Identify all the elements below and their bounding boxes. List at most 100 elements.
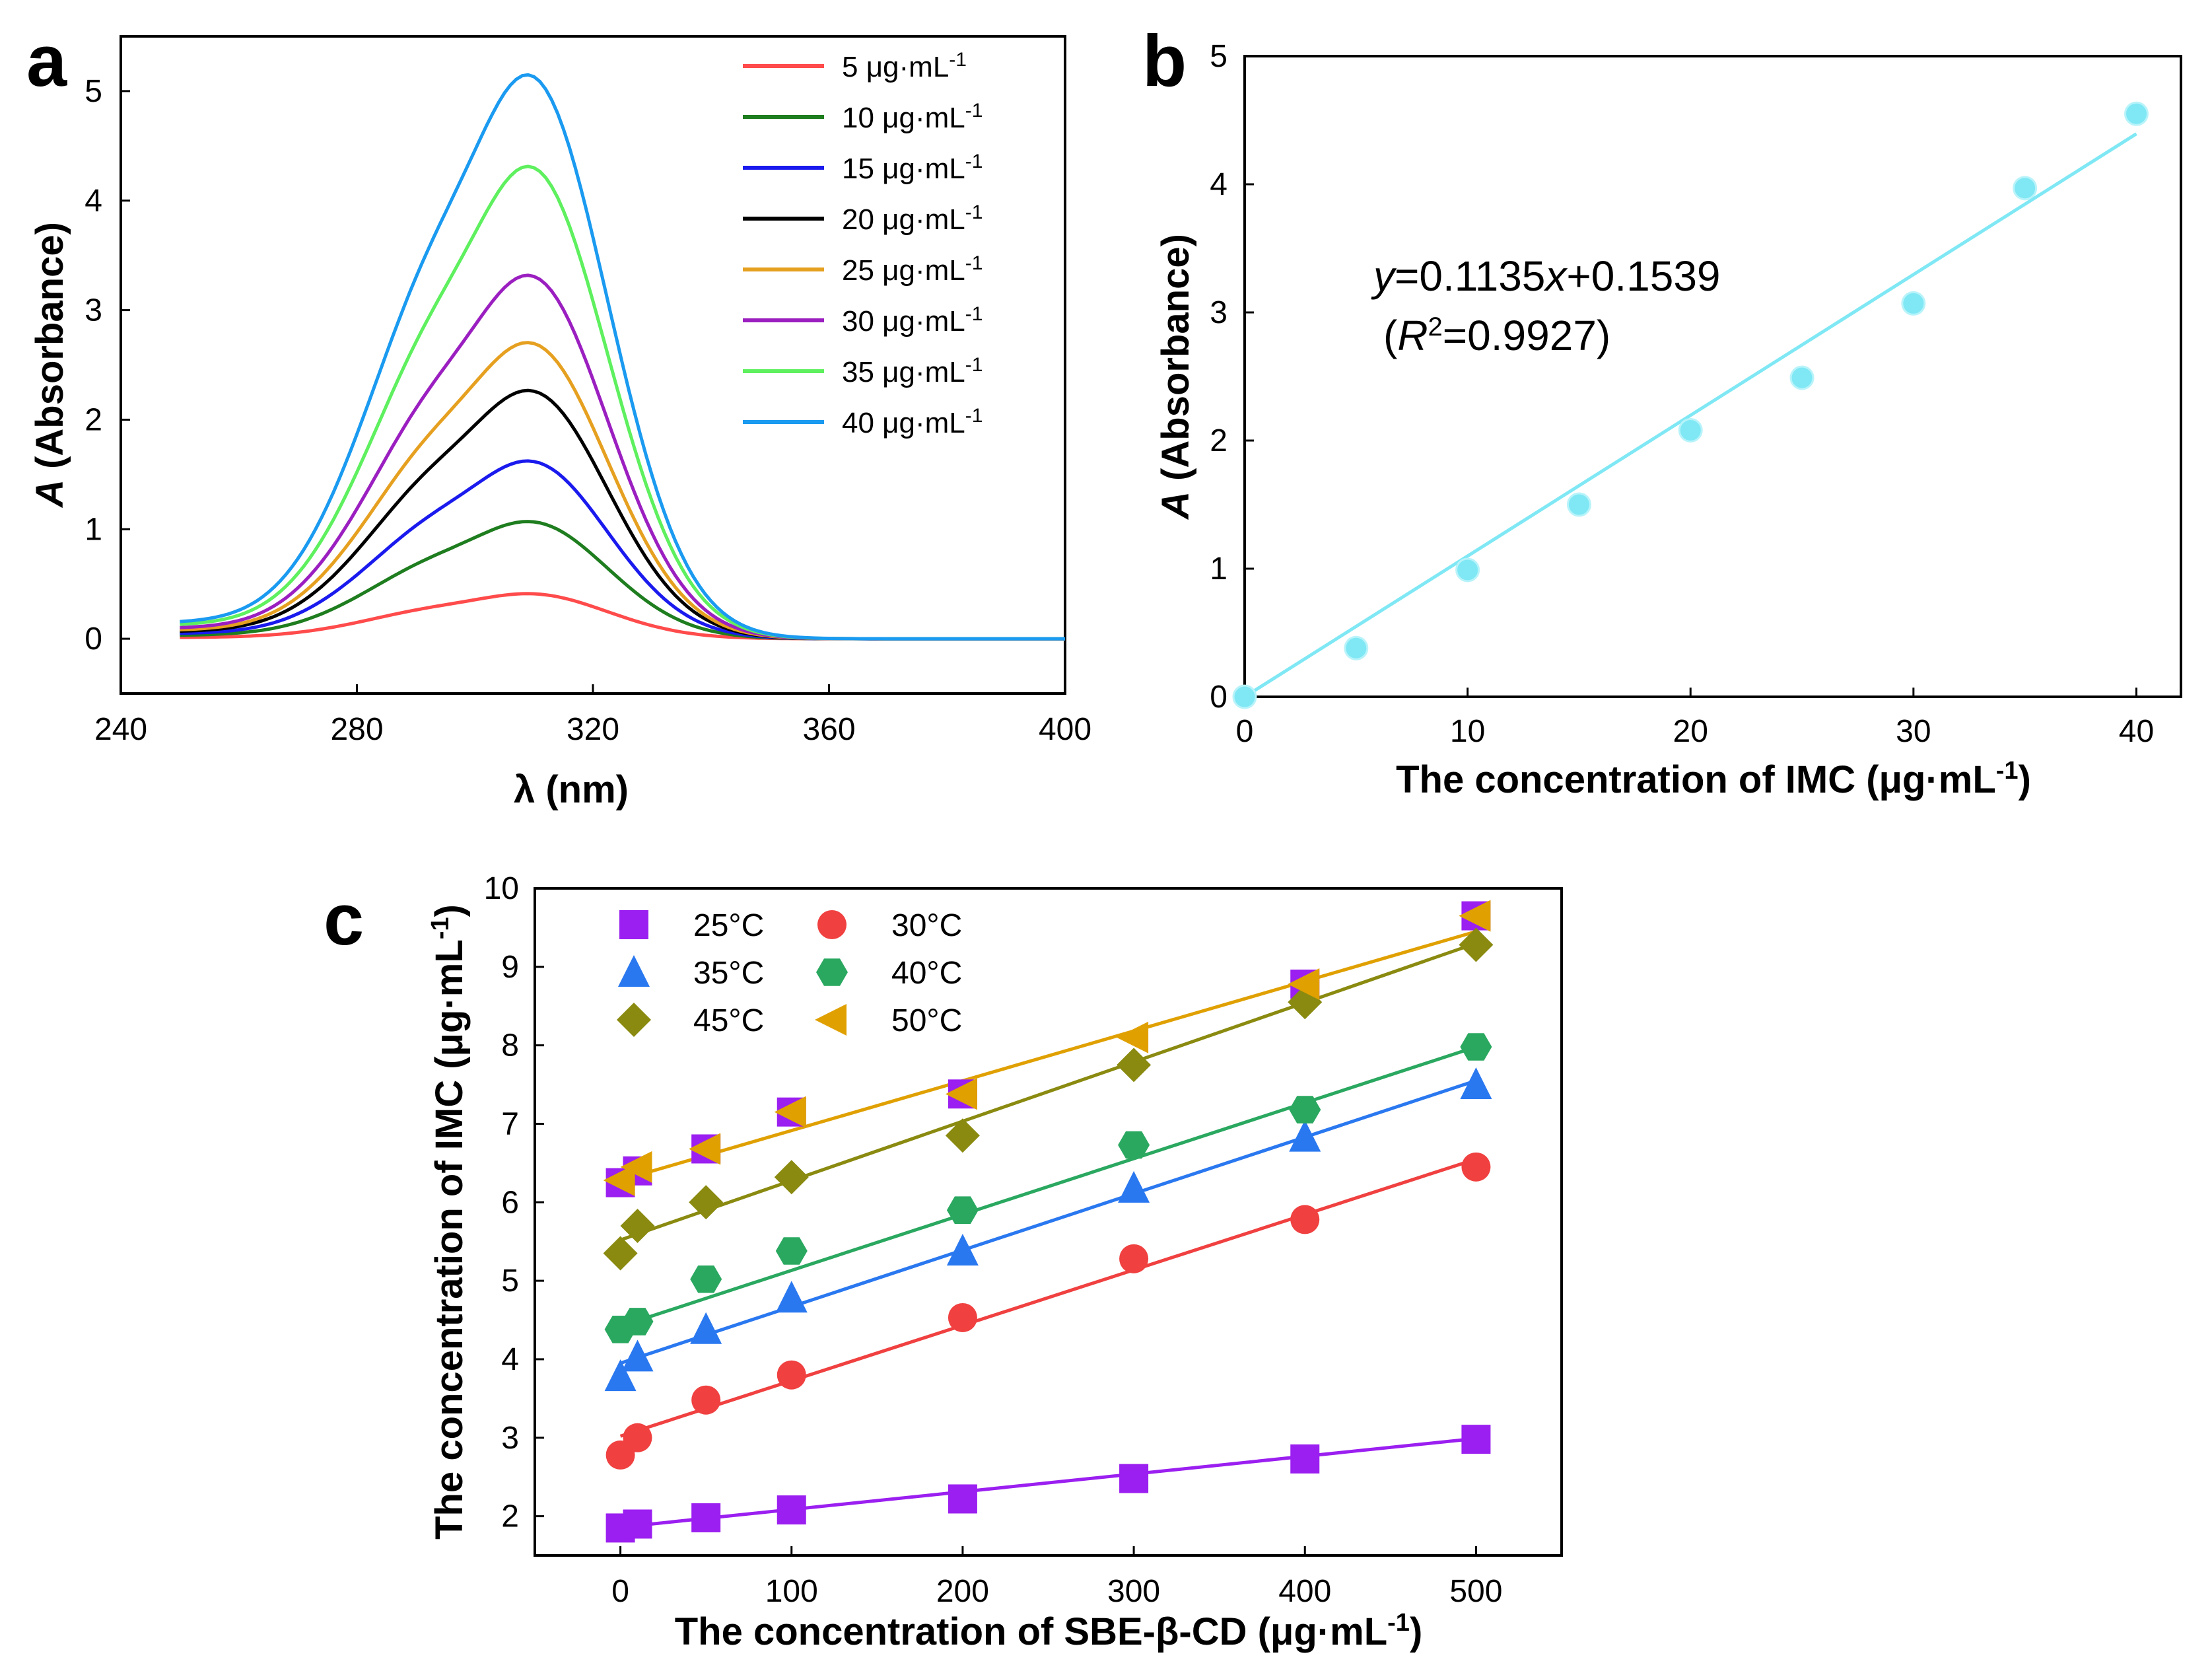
x-tick-label: 0: [1236, 714, 1254, 749]
data-point: [1789, 365, 1815, 390]
y-ticks-a: 0 1 2 3 4 5: [85, 74, 130, 657]
data-point-45°C: [689, 1185, 724, 1220]
legend-marker-30°C: [817, 910, 847, 939]
legend-label-35°C: 35°C: [693, 956, 764, 991]
data-point-40°C: [1289, 1096, 1321, 1123]
fit-line-b: [1243, 132, 2137, 699]
legend-label-40°C: 40°C: [891, 956, 962, 991]
data-point-50°C: [1288, 968, 1320, 1000]
y-axis-title-c-main: The concentration of IMC (μg·mL: [428, 939, 471, 1540]
legend-label-sup: -1: [965, 405, 983, 427]
legend-label-50°C: 50°C: [891, 1003, 962, 1038]
data-point-25°C: [623, 1509, 652, 1539]
x-tick-label: 400: [1278, 1574, 1331, 1609]
y-tick-label: 5: [1210, 39, 1227, 74]
panel-label-b: b: [1142, 20, 1187, 102]
data-point-40°C: [775, 1237, 808, 1265]
data-point: [1901, 291, 1926, 316]
legend-label-30°C: 30°C: [891, 908, 962, 943]
x-tick-label: 300: [1107, 1574, 1160, 1609]
legend-a: 5 μg·mL-110 μg·mL-115 μg·mL-120 μg·mL-12…: [743, 49, 983, 439]
y-axis-title-c-end: ): [428, 904, 471, 917]
y-tick-label: 0: [85, 622, 102, 657]
y-tick-label: 10: [484, 871, 519, 906]
spectrum-line-3: [180, 459, 1065, 641]
spectra-lines: [180, 73, 1065, 641]
x-ticks-a: 240 280 320 360 400: [94, 684, 1091, 747]
y-tick-label: 3: [85, 293, 102, 328]
legend-label: 10 μg·mL-1: [842, 100, 983, 135]
legend-label-text: 40 μg·mL: [842, 407, 965, 439]
fit-line: [1243, 132, 2137, 699]
data-points-b: [1232, 101, 2149, 709]
data-point: [1566, 492, 1591, 517]
data-point-35°C: [946, 1233, 979, 1265]
y-tick-label: 2: [501, 1499, 519, 1534]
data-point: [1344, 635, 1369, 660]
fit-lines-c: [619, 929, 1477, 1529]
x-axis-title-c-sup: -1: [1387, 1609, 1410, 1637]
r-open: (: [1383, 312, 1397, 359]
y-tick-label: 5: [501, 1264, 519, 1299]
r-var: R: [1397, 312, 1428, 359]
x-axis-title-c-end: ): [1410, 1610, 1422, 1653]
fit-line-45°C: [619, 941, 1477, 1242]
y-axis-title-c-sup: -1: [427, 917, 454, 939]
x-axis-title-b-end: ): [2019, 758, 2031, 801]
legend-label-text: 30 μg·mL: [842, 305, 965, 338]
data-point: [1455, 557, 1480, 583]
data-point-45°C: [603, 1236, 638, 1271]
y-axis-title-b-rest: (Absorbance): [1154, 234, 1197, 491]
r-sup: 2: [1428, 312, 1443, 341]
fit-line-25°C: [620, 1437, 1476, 1529]
data-point-40°C: [621, 1308, 654, 1336]
data-point-45°C: [1459, 927, 1494, 962]
y-axis-title-b: A (Absorbance): [1154, 234, 1197, 520]
r-squared: (R2=0.9927): [1383, 312, 1610, 359]
data-point-50°C: [945, 1078, 977, 1110]
data-point-50°C: [620, 1151, 652, 1183]
data-point: [2124, 101, 2149, 126]
y-tick-label: 4: [501, 1342, 519, 1377]
spectrum-line-7: [180, 164, 1065, 641]
x-tick-label: 320: [567, 712, 619, 747]
data-point-30°C: [948, 1302, 977, 1332]
legend-label-text: 10 μg·mL: [842, 102, 965, 134]
data-point-50°C: [1459, 900, 1491, 932]
legend-label: 35 μg·mL-1: [842, 354, 983, 389]
y-tick-label: 9: [501, 950, 519, 985]
x-tick-label: 360: [802, 712, 855, 747]
y-tick-label: 1: [1210, 552, 1227, 587]
legend-label-text: 20 μg·mL: [842, 203, 965, 236]
data-point-30°C: [1119, 1244, 1149, 1273]
legend-marker-50°C: [815, 1004, 847, 1036]
panel-label-c: c: [324, 879, 364, 960]
x-tick-label: 400: [1039, 712, 1091, 747]
data-point-35°C: [1289, 1120, 1321, 1152]
plot-frame-c: [534, 887, 1563, 1557]
y-axis-title-b-var: A: [1154, 491, 1197, 520]
legend-label-text: 15 μg·mL: [842, 153, 965, 185]
data-point-45°C: [945, 1118, 980, 1153]
data-point-25°C: [1290, 1444, 1320, 1474]
legend-label-text: 5 μg·mL: [842, 51, 949, 83]
x-tick-label: 40: [2119, 714, 2154, 749]
data-point-35°C: [1118, 1170, 1150, 1203]
legend-label-25°C: 25°C: [693, 908, 764, 943]
legend-c: 25°C 30°C 35°C 40°C 45°C 50°C: [617, 908, 962, 1038]
data-points-c: [603, 900, 1494, 1543]
legend-label: 15 μg·mL-1: [842, 151, 983, 186]
y-tick-label: 6: [501, 1185, 519, 1220]
data-point-45°C: [1117, 1048, 1152, 1083]
y-tick-label: 7: [501, 1106, 519, 1141]
y-tick-label: 5: [85, 74, 102, 109]
fit-line-40°C: [619, 1045, 1477, 1328]
data-point-25°C: [1119, 1464, 1149, 1493]
fit-line-35°C: [619, 1079, 1477, 1365]
legend-label-45°C: 45°C: [693, 1003, 764, 1038]
data-point-40°C: [1118, 1131, 1150, 1159]
panel-c-phase-solubility: c 2 3 4 5 6 7 8 9 10 0 100 200 300 400 500 25°C 30°C 35…: [324, 871, 1563, 1653]
legend-marker-35°C: [618, 955, 650, 987]
y-axis-title-a-rest: (Absorbance): [28, 222, 71, 480]
